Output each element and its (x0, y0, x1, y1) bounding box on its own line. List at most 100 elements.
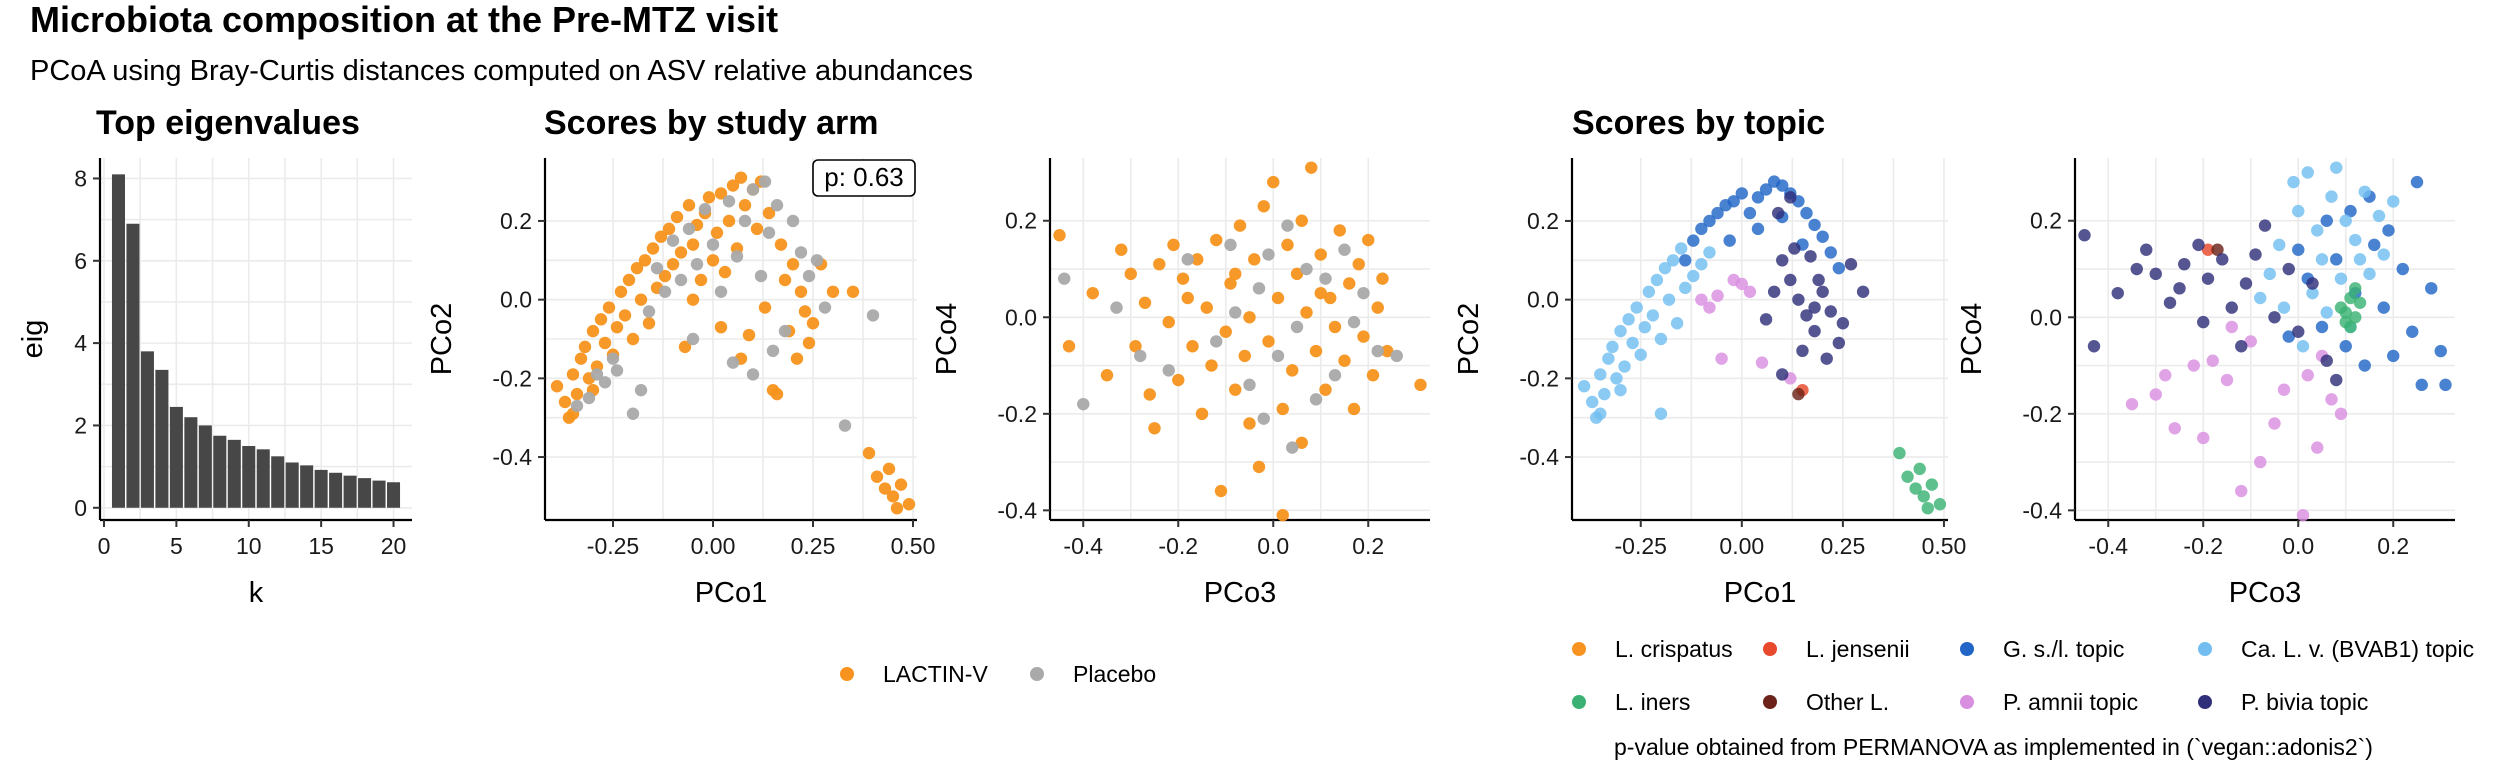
legend-key (840, 667, 854, 681)
data-point (650, 261, 664, 275)
x-tick-label: 0.25 (791, 533, 836, 559)
data-point (1695, 222, 1708, 236)
data-point (826, 285, 840, 298)
data-point (694, 273, 708, 287)
data-point (1181, 291, 1194, 305)
data-point (1100, 369, 1114, 382)
data-point (2353, 296, 2367, 309)
data-point (578, 340, 592, 354)
x-tick-label: 0.50 (891, 533, 936, 559)
data-point (1695, 293, 1708, 306)
data-point (1614, 383, 1627, 397)
data-point (1824, 305, 1837, 318)
data-point (1755, 356, 1769, 369)
data-point (2410, 175, 2424, 189)
data-point (1650, 273, 1664, 287)
data-point (682, 199, 696, 212)
data-point (686, 293, 700, 306)
eigenvalue-bar (358, 478, 372, 508)
x-tick-label: -0.4 (1063, 533, 1103, 559)
data-point (622, 273, 636, 287)
x-tick-label: 0 (98, 533, 111, 559)
data-point (2315, 320, 2329, 334)
data-point (610, 320, 624, 334)
data-point (2406, 325, 2419, 338)
legend-study-arm: LACTIN-V Placebo (840, 661, 1156, 687)
data-point (2201, 272, 2215, 285)
data-point (1622, 313, 1635, 326)
y-tick-label: -0.2 (1519, 365, 1559, 391)
data-point (1674, 242, 1688, 255)
data-point (1300, 262, 1313, 276)
data-point (674, 273, 688, 287)
data-point (714, 285, 728, 298)
data-point (2159, 369, 2172, 382)
data-point (1820, 352, 1833, 365)
data-point (598, 336, 612, 350)
data-point (1921, 501, 1934, 515)
data-point (1618, 360, 1631, 373)
data-point (1715, 352, 1728, 365)
data-point (1115, 243, 1128, 256)
data-point (1800, 309, 1813, 322)
data-point (1751, 222, 1765, 236)
data-point (2363, 267, 2376, 281)
data-point (654, 230, 668, 243)
x-axis-title: PCo1 (695, 577, 768, 609)
data-point (1281, 219, 1294, 232)
data-point (2349, 233, 2362, 247)
data-point (1638, 320, 1651, 334)
data-point (1792, 387, 1805, 401)
data-point (1743, 285, 1757, 298)
data-point (806, 317, 820, 330)
data-point (1933, 498, 1947, 511)
y-axis-title: PCo4 (1956, 303, 1988, 376)
eigenvalue-bar (184, 417, 198, 508)
eigenvalue-bar-chart: 0 5 10 15 20 0 2 4 6 8 k eig (17, 158, 412, 609)
data-point (2315, 253, 2329, 266)
data-point (1357, 330, 1370, 343)
data-point (2263, 267, 2276, 281)
data-point (1390, 349, 1403, 363)
data-point (710, 226, 724, 239)
x-tick-label: 0.2 (2377, 533, 2409, 559)
data-point (1224, 277, 1237, 290)
data-point (746, 368, 760, 381)
data-point (2078, 229, 2091, 242)
data-point (1666, 254, 1680, 267)
data-point (2425, 282, 2438, 295)
legend-label: L. iners (1615, 689, 1690, 715)
data-point (1319, 272, 1332, 285)
data-point (754, 269, 768, 283)
data-point (730, 250, 744, 263)
data-point (2434, 344, 2447, 358)
x-tick-label: -0.4 (2088, 533, 2128, 559)
data-point (1252, 282, 1266, 295)
data-point (758, 175, 772, 188)
data-point (1788, 242, 1801, 255)
data-point (1687, 269, 1700, 283)
data-point (2197, 431, 2210, 445)
data-point (1610, 372, 1623, 385)
y-tick-label: 0.2 (500, 208, 532, 234)
data-point (1200, 301, 1213, 314)
data-point (1751, 191, 1765, 204)
x-tick-label: 20 (381, 533, 407, 559)
x-tick-label: 0.00 (691, 533, 736, 559)
data-point (2268, 311, 2281, 324)
data-point (774, 238, 788, 251)
data-point (1110, 301, 1123, 314)
data-point (1290, 320, 1304, 334)
data-point (1812, 273, 1825, 287)
data-point (1808, 218, 1821, 232)
x-tick-label: 0.25 (1820, 533, 1865, 559)
data-point (1210, 335, 1223, 348)
data-point (1314, 286, 1327, 300)
data-point (1062, 340, 1076, 353)
data-point (802, 336, 816, 350)
legend-key (1763, 642, 1777, 656)
data-point (2387, 195, 2400, 208)
data-point (1262, 248, 1275, 261)
data-point (2178, 257, 2191, 271)
eigenvalue-bar (329, 472, 343, 508)
